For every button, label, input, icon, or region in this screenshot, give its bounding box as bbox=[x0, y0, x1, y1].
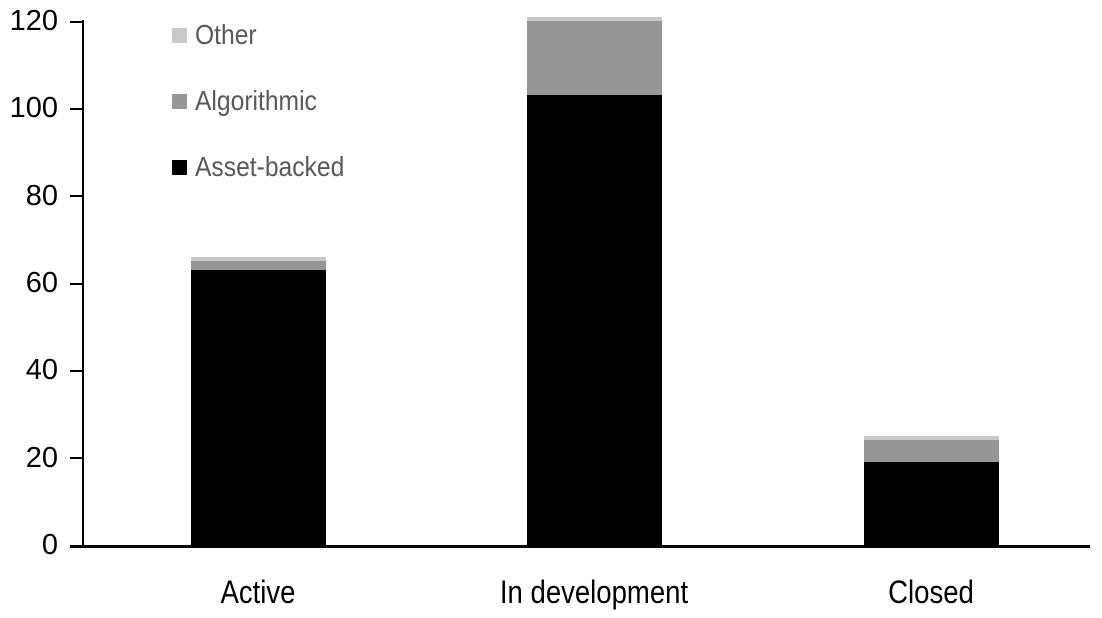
y-tick-label-80: 80 bbox=[25, 179, 58, 212]
bar-in-development-asset-backed bbox=[526, 95, 662, 545]
y-tick-label-120: 120 bbox=[9, 5, 58, 37]
x-label-closed: Closed bbox=[888, 574, 974, 610]
y-axis-line bbox=[82, 20, 84, 547]
x-label-active: Active bbox=[220, 574, 296, 610]
legend-label-algorithmic: Algorithmic bbox=[195, 85, 317, 116]
y-tick-100 bbox=[70, 107, 82, 110]
x-label-in-development: In development bbox=[499, 574, 689, 610]
bar-closed-algorithmic bbox=[863, 440, 999, 463]
legend-item-algorithmic: Algorithmic bbox=[172, 68, 365, 134]
legend-swatch-other bbox=[172, 27, 187, 43]
legend-item-other: Other bbox=[172, 2, 365, 68]
legend: Other Algorithmic Asset-backed bbox=[172, 2, 365, 200]
y-tick-label-60: 60 bbox=[25, 267, 58, 299]
y-tick-80 bbox=[70, 195, 82, 198]
bar-closed-other bbox=[863, 435, 999, 441]
y-tick-120 bbox=[70, 20, 82, 23]
legend-label-other: Other bbox=[195, 19, 257, 50]
y-tick-label-0: 0 bbox=[41, 529, 58, 561]
y-tick-40 bbox=[70, 369, 82, 372]
y-tick-0 bbox=[70, 544, 82, 547]
legend-item-asset-backed: Asset-backed bbox=[172, 134, 365, 200]
y-tick-label-20: 20 bbox=[25, 441, 58, 474]
legend-label-asset-backed: Asset-backed bbox=[195, 151, 345, 182]
x-axis-line bbox=[70, 545, 1090, 548]
y-tick-label-40: 40 bbox=[25, 354, 58, 387]
bar-in-development-algorithmic bbox=[526, 21, 662, 96]
bar-active-other bbox=[190, 256, 326, 262]
y-tick-20 bbox=[70, 457, 82, 460]
legend-swatch-asset-backed bbox=[172, 159, 187, 175]
bar-active-asset-backed bbox=[190, 269, 326, 545]
y-tick-label-100: 100 bbox=[9, 92, 58, 125]
y-tick-60 bbox=[70, 282, 82, 285]
legend-swatch-algorithmic bbox=[172, 93, 187, 109]
bar-closed-asset-backed bbox=[863, 462, 999, 545]
bar-in-development-other bbox=[526, 16, 662, 21]
bar-active-algorithmic bbox=[190, 261, 326, 270]
